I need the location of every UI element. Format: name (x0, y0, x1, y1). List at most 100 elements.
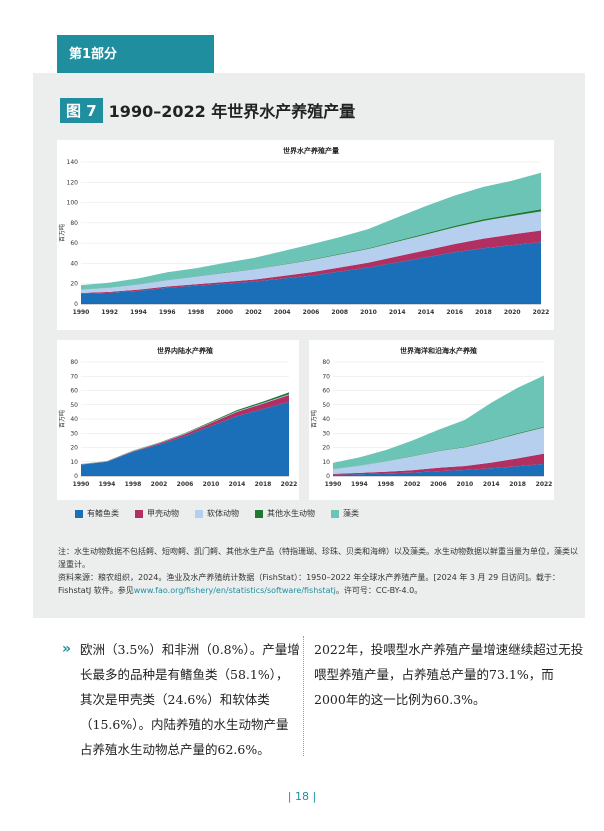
y-tick-label: 50 (322, 402, 330, 409)
y-tick-label: 0 (326, 473, 330, 480)
x-tick-label: 1998 (125, 481, 142, 488)
figure-notes: 注：水生动物数据不包括鳄、短吻鳄、凯门鳄、其他水生产品（特指珊瑚、珍珠、贝类和海… (58, 545, 578, 597)
y-tick-label: 80 (322, 359, 330, 366)
legend-swatch (195, 509, 203, 518)
x-tick-label: 2010 (203, 481, 220, 488)
x-tick-label: 1998 (377, 481, 394, 488)
series-area (333, 453, 544, 475)
x-tick-label: 2022 (533, 309, 550, 316)
legend-item: 藻类 (331, 508, 359, 519)
y-tick-label: 20 (70, 445, 78, 452)
figure-title: 图 7 1990–2022 年世界水产养殖产量 (60, 97, 356, 123)
y-tick-label: 60 (70, 388, 78, 395)
x-tick-label: 1994 (99, 481, 116, 488)
series-area (81, 172, 541, 290)
x-tick-label: 2018 (475, 309, 492, 316)
legend-label: 甲壳动物 (147, 509, 179, 518)
y-tick-label: 80 (70, 359, 78, 366)
x-tick-label: 1996 (159, 309, 176, 316)
legend-item: 其他水生动物 (255, 508, 315, 519)
series-area (333, 463, 544, 476)
figure-title-text: 1990–2022 年世界水产养殖产量 (108, 102, 356, 121)
x-tick-label: 2014 (418, 309, 435, 316)
legend-label: 其他水生动物 (267, 509, 315, 518)
x-tick-label: 2006 (430, 481, 447, 488)
x-tick-label: 2004 (274, 309, 291, 316)
y-tick-label: 70 (322, 373, 330, 380)
figure-note: 注：水生动物数据不包括鳄、短吻鳄、凯门鳄、其他水生产品（特指珊瑚、珍珠、贝类和海… (58, 547, 578, 569)
y-tick-label: 80 (70, 220, 78, 227)
x-tick-label: 2000 (216, 309, 233, 316)
y-tick-label: 20 (322, 445, 330, 452)
x-tick-label: 2016 (446, 309, 463, 316)
y-tick-label: 0 (74, 301, 78, 308)
body-text-left: 欧洲（3.5%）和非洲（0.8%）。产量增长最多的品种是有鳍鱼类（58.1%），… (80, 642, 300, 757)
x-tick-label: 1992 (101, 309, 118, 316)
column-divider (303, 636, 304, 756)
series-area (81, 211, 541, 294)
figure-badge: 图 7 (60, 97, 103, 123)
x-tick-label: 1994 (130, 309, 147, 316)
y-tick-label: 60 (322, 388, 330, 395)
x-tick-label: 2002 (245, 309, 262, 316)
x-tick-label: 2022 (536, 481, 553, 488)
y-tick-label: 0 (74, 473, 78, 480)
x-tick-label: 2018 (255, 481, 272, 488)
y-tick-label: 30 (70, 430, 78, 437)
x-tick-label: 2006 (177, 481, 194, 488)
source-text: 资料来源：粮农组织，2024。渔业及水产养殖统计数据（FishStat）：195… (58, 573, 560, 595)
x-tick-label: 2008 (331, 309, 348, 316)
y-axis-label: 百万吨 (58, 224, 66, 242)
y-tick-label: 120 (67, 179, 79, 186)
x-tick-label: 2014 (229, 481, 246, 488)
x-tick-label: 1998 (188, 309, 205, 316)
x-tick-label: 2002 (151, 481, 168, 488)
chart-title: 世界海洋和沿海水产养殖 (400, 346, 477, 355)
legend-swatch (75, 509, 83, 518)
y-tick-label: 60 (70, 240, 78, 247)
inland-chart-box: 世界内陆水产养殖 百万吨 0 10 20 30 40 50 60 70 80 1990 1994 1998… (57, 340, 299, 500)
continuation-marker-icon: » (62, 641, 72, 657)
figure-source: 资料来源：粮农组织，2024。渔业及水产养殖统计数据（FishStat）：195… (58, 571, 578, 597)
chart-title: 世界内陆水产养殖 (157, 346, 213, 355)
legend-item: 甲壳动物 (135, 508, 179, 519)
chart-title: 世界水产养殖产量 (283, 146, 339, 155)
source-link[interactable]: www.fao.org/fishery/en/statistics/softwa… (133, 586, 336, 595)
series-area (333, 427, 544, 474)
legend-swatch (331, 509, 339, 518)
x-tick-label: 2010 (457, 481, 474, 488)
legend-item: 软体动物 (195, 508, 239, 519)
license-text: 。许可号：CC-BY-4.0。 (335, 586, 423, 595)
body-text-right: 2022年，投喂型水产养殖产量增速继续超过无投喂型养殖产量，占养殖总产量的73.… (314, 642, 584, 707)
x-tick-label: 2020 (504, 309, 521, 316)
y-tick-label: 10 (322, 459, 330, 466)
legend-label: 软体动物 (207, 509, 239, 518)
x-tick-label: 2014 (389, 309, 406, 316)
x-tick-label: 1994 (351, 481, 368, 488)
y-axis-label: 百万吨 (58, 410, 66, 428)
y-tick-label: 10 (70, 459, 78, 466)
x-tick-label: 2006 (303, 309, 320, 316)
section-tab: 第1部分 (57, 35, 214, 73)
series-area (81, 395, 289, 465)
x-tick-label: 2018 (509, 481, 526, 488)
y-axis-label: 百万吨 (310, 410, 318, 428)
x-tick-label: 2002 (404, 481, 421, 488)
series-area (81, 401, 289, 476)
series-area (81, 394, 289, 465)
legend-swatch (135, 509, 143, 518)
page-number: | 18 | (287, 790, 317, 803)
x-tick-label: 1990 (73, 309, 90, 316)
series-area (81, 242, 541, 304)
legend-label: 有鳍鱼类 (87, 509, 119, 518)
y-tick-label: 40 (70, 416, 78, 423)
legend-label: 藻类 (343, 509, 359, 518)
y-tick-label: 40 (322, 416, 330, 423)
y-tick-label: 50 (70, 402, 78, 409)
y-tick-label: 100 (67, 200, 79, 207)
y-tick-label: 40 (70, 260, 78, 267)
legend-item: 有鳍鱼类 (75, 508, 119, 519)
